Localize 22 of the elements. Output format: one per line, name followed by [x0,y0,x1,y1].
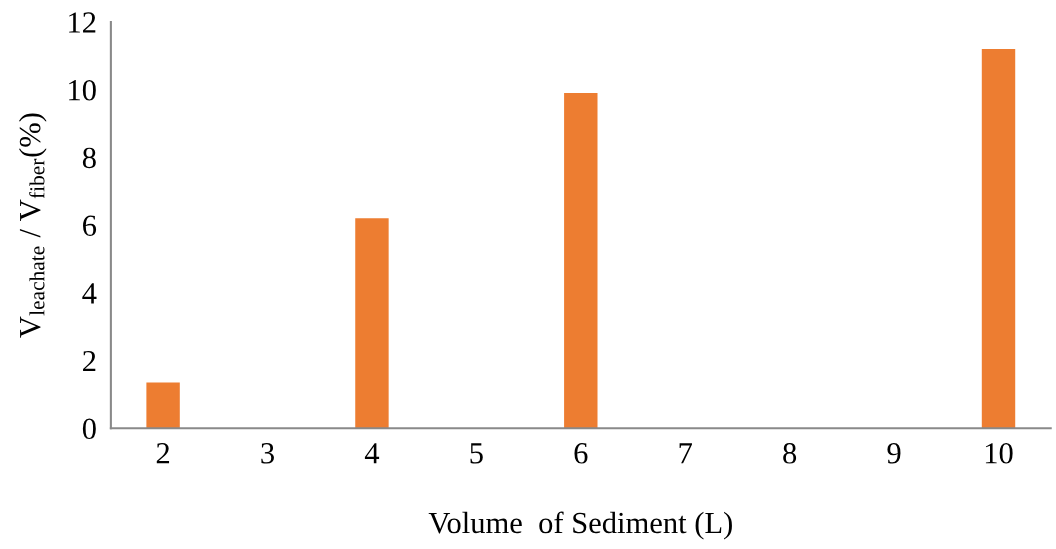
bar [564,93,598,429]
y-tick-label: 10 [69,79,96,101]
x-tick-label: 8 [783,442,797,464]
x-tick-label: 5 [470,443,483,464]
x-tick-label: 10 [985,442,1013,464]
x-axis-title: Volume of Sediment (L) [428,511,732,540]
y-tick-label: 6 [83,215,97,236]
bar [146,382,180,429]
y-tick-label: 12 [69,12,96,33]
x-tick-label: 3 [261,443,274,464]
y-tick-label: 0 [82,418,96,440]
x-tick-label: 9 [887,443,901,464]
bar [355,218,389,429]
x-tick-label: 4 [364,443,380,464]
x-tick-label: 6 [574,443,588,464]
y-tick-label: 4 [82,283,97,304]
y-tick-label: 8 [82,147,96,169]
x-tick-label: 7 [679,443,692,464]
x-tick-label: 2 [156,443,170,464]
y-axis-title: V$_{leachate}$ / V$_{fiber}$(%) [18,113,47,338]
y-tick-label: 2 [83,350,96,372]
bar [981,49,1016,429]
